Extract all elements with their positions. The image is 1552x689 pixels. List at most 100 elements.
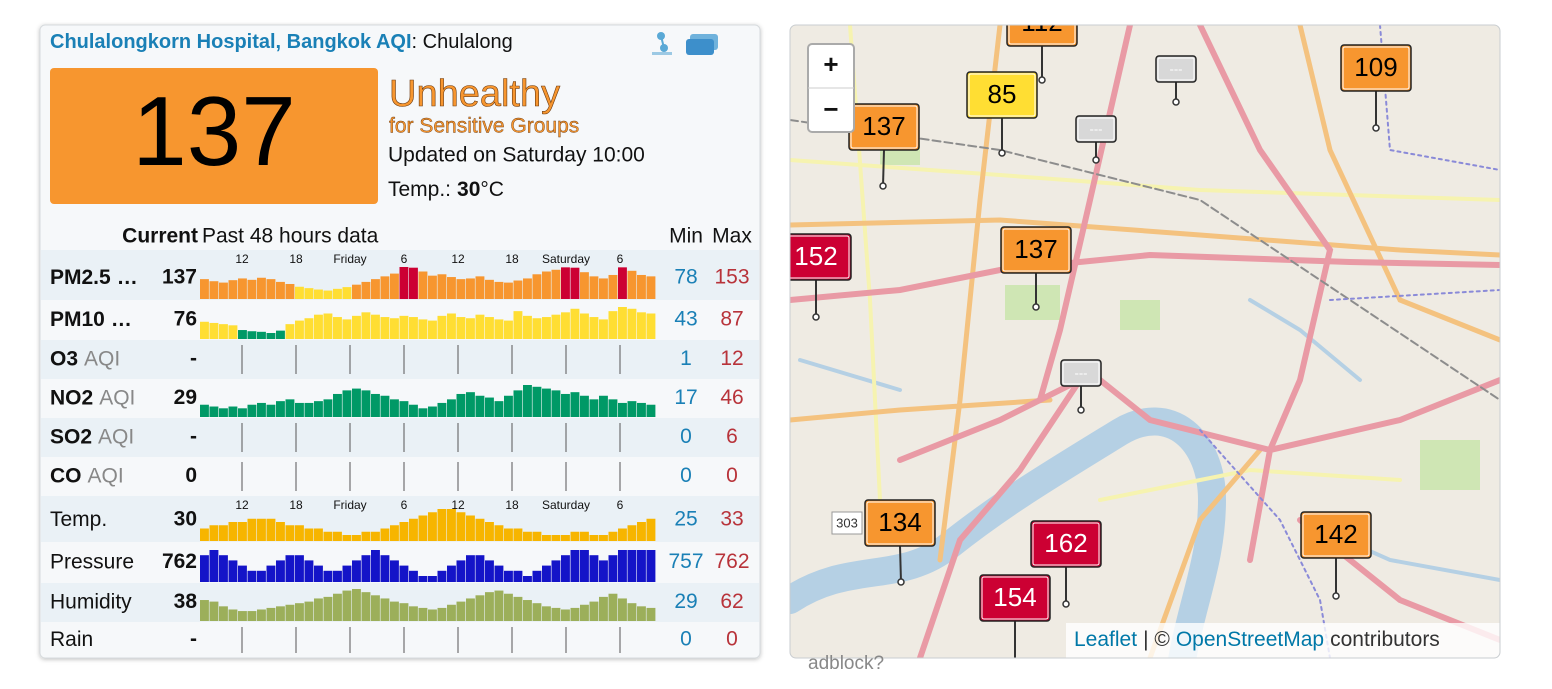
map[interactable]: 303 11285137109------137152---1341621541… [781,0,1500,673]
history-bar [228,406,238,417]
history-bar [456,512,466,541]
marker-label[interactable]: 109 [1354,52,1397,82]
temp-unit: °C [480,178,504,201]
history-bar [570,267,580,299]
marker-label[interactable]: --- [1170,61,1183,76]
history-bar [219,324,228,339]
current-value: 0 [185,464,197,487]
history-bar [323,570,333,582]
history-bar [466,555,475,582]
marker-inner-border [1008,25,1076,45]
zoom-out[interactable]: − [823,94,838,124]
marker-box[interactable] [1340,44,1412,92]
zoom-in[interactable]: + [823,49,838,79]
max-value: 87 [720,308,743,331]
history-bar [646,276,656,299]
min-value: 29 [674,590,697,613]
marker-point [897,578,905,586]
history-bar [390,525,399,541]
marker-inner-border [1002,228,1070,272]
history-bar [580,313,589,339]
history-bar [409,267,418,299]
history-bar [494,319,504,339]
aqi-sublevel: for Sensitive Groups [389,115,579,138]
marker-label[interactable]: 85 [988,79,1017,109]
time-label: 12 [451,498,465,512]
history-bar [589,276,599,299]
marker-box[interactable] [979,574,1051,622]
history-bar [485,592,494,621]
pollutant-name: NO2 [50,386,93,409]
pollutant-name: Temp. [50,508,107,531]
marker-box[interactable] [1300,511,1372,559]
history-bar [646,607,656,621]
history-bar [209,550,219,582]
marker-box[interactable] [1030,520,1102,568]
history-bar [608,593,618,621]
marker-label[interactable]: --- [1090,121,1103,136]
history-bar [637,550,646,582]
window-icon[interactable] [686,34,718,55]
share-icon[interactable] [652,32,672,55]
history-bar [342,287,352,299]
current-value: - [190,628,197,651]
row-label: Temp. [50,508,107,531]
history-bar [504,570,513,582]
history-bar [266,404,276,417]
current-value: 76 [174,308,197,331]
osm-link[interactable]: OpenStreetMap [1176,628,1324,651]
pollutant-name: Humidity [50,590,132,613]
history-bar [228,522,238,541]
header-min: Min [669,225,703,248]
marker-inner-border [1342,46,1410,90]
temperature: Temp.: 30°C [388,178,504,201]
marker-pin [882,149,885,187]
marker-box[interactable] [864,499,936,547]
time-label: Saturday [542,498,590,512]
history-bar [513,570,523,582]
marker-label[interactable]: 154 [993,582,1036,612]
marker-label[interactable]: 152 [794,241,837,271]
history-bar [409,518,418,541]
history-bar [456,601,466,621]
marker-label[interactable]: 137 [1014,234,1057,264]
marker-label[interactable]: --- [1075,365,1088,380]
history-bar [561,267,570,299]
marker-box[interactable] [1075,115,1117,143]
marker-box[interactable] [781,233,852,281]
history-bar [646,313,656,339]
history-bar [342,319,352,339]
station-link[interactable]: Chulalongkorn Hospital, Bangkok AQI [50,31,412,53]
history-bar [380,528,390,541]
marker-label[interactable]: 134 [878,507,921,537]
history-bar [542,535,551,541]
marker-box[interactable] [1060,359,1102,387]
current-value: 137 [162,266,197,289]
roads [790,25,1500,658]
marker-box[interactable] [1006,0,1078,47]
history-bar [409,606,418,621]
history-bar [599,395,608,417]
history-bar [504,320,513,339]
history-bar [390,560,399,582]
marker-label[interactable]: 112 [1021,7,1062,37]
station-suffix: : Chulalong [412,31,513,53]
history-bar [580,604,589,621]
attribution-contributors: contributors [1330,628,1440,651]
marker-label[interactable]: 162 [1044,528,1087,558]
time-label: 6 [617,252,624,266]
marker-box[interactable] [1155,55,1197,83]
history-bar [532,386,542,417]
marker-point [1372,124,1380,132]
history-bar [361,390,371,417]
max-value: 33 [720,508,743,531]
history-bar [200,528,209,541]
history-bar [285,604,295,621]
marker-label[interactable]: 137 [862,111,905,141]
marker-box[interactable] [966,71,1038,119]
history-bar [551,269,561,299]
history-bar [276,606,285,621]
marker-box[interactable] [1000,226,1072,274]
leaflet-link[interactable]: Leaflet [1074,628,1137,651]
marker-label[interactable]: 142 [1314,519,1357,549]
